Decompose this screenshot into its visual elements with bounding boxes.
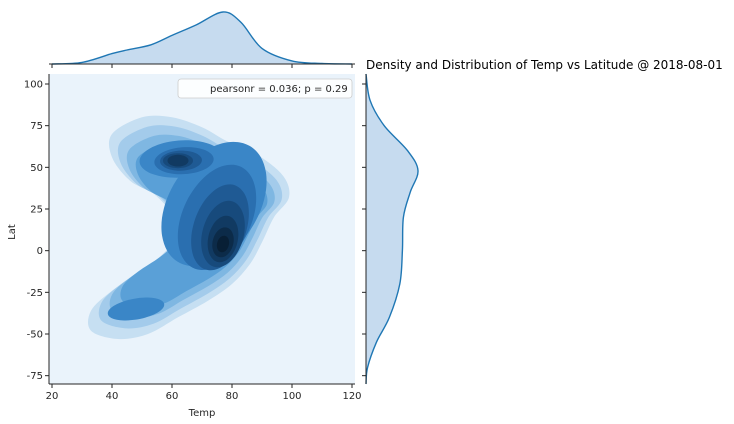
y-axis-ticks: -75 -50 -25 0 25 50 75 100 (24, 80, 49, 382)
contour-blob-13 (216, 235, 230, 253)
y-tick-label: 0 (37, 246, 43, 257)
annotation-frame (177, 78, 353, 99)
y-tick-label: -50 (27, 330, 43, 341)
marginal-y-density (362, 73, 419, 385)
x-axis-label: Temp (188, 408, 216, 419)
marginal-x-fill (52, 11, 352, 65)
y-tick-label: 100 (24, 80, 43, 91)
chart-title: Density and Distribution of Temp vs Lati… (366, 58, 723, 72)
x-tick-label: 100 (282, 391, 301, 402)
stats-annotation: pearsonr = 0.036; p = 0.29 (177, 78, 353, 99)
marginal-x-ticks (51, 64, 353, 68)
y-tick-label: 75 (30, 121, 43, 132)
y-tick-label: 25 (30, 205, 43, 216)
marginal-y-fill (366, 74, 419, 384)
marginal-y-line (365, 73, 419, 385)
contour-blob-11 (167, 154, 189, 167)
x-tick-label: 20 (46, 391, 59, 402)
y-axis-label: Lat (7, 224, 18, 240)
y-tick-label: -25 (27, 288, 43, 299)
x-tick-label: 80 (226, 391, 239, 402)
x-tick-label: 60 (166, 391, 179, 402)
x-tick-label: 40 (106, 391, 119, 402)
contour-blob-3 (107, 297, 165, 321)
x-tick-label: 120 (342, 391, 361, 402)
marginal-x-line (51, 11, 353, 65)
y-tick-label: 50 (30, 163, 43, 174)
x-axis-ticks: 20 40 60 80 100 120 (46, 384, 362, 402)
annotation-text: pearsonr = 0.036; p = 0.29 (210, 84, 348, 95)
y-tick-label: -75 (27, 371, 43, 382)
marginal-x-density (49, 11, 355, 68)
marginal-y-ticks (362, 83, 366, 377)
density-contours (87, 115, 290, 340)
